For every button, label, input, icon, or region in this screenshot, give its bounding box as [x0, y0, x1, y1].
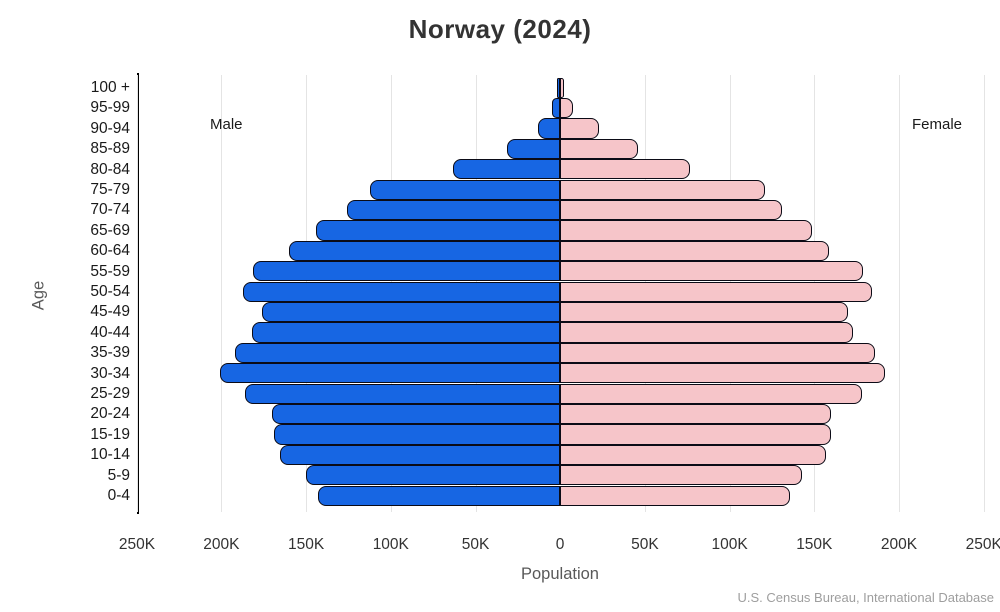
bar-female-50-54 [560, 281, 872, 302]
bar-female-0-4 [560, 485, 791, 506]
bar-male-75-79 [370, 179, 560, 200]
bar-male-90-94 [537, 118, 560, 139]
x-tick-label: 50K [461, 536, 490, 553]
age-tick-label: 20-24 [90, 405, 130, 423]
bar-female-70-74 [560, 199, 782, 221]
age-tick-label: 95-99 [90, 99, 130, 117]
x-tick-label: 200K [880, 536, 918, 553]
gridline [899, 75, 900, 512]
bar-male-10-14 [280, 444, 560, 466]
chart-title: Norway (2024) [408, 14, 592, 44]
bar-male-40-44 [251, 322, 560, 343]
x-tick-label: 200K [203, 536, 240, 553]
bar-female-40-44 [560, 322, 854, 343]
bar-female-5-9 [560, 465, 803, 486]
bar-female-85-89 [560, 138, 638, 160]
x-tick-label: 0 [555, 536, 565, 553]
x-axis-label: Population [521, 565, 599, 583]
age-tick-label: 65-69 [90, 221, 130, 239]
bar-female-15-19 [560, 424, 832, 445]
x-tick-label: 50K [631, 536, 659, 553]
bar-female-80-84 [560, 159, 691, 180]
age-tick-label: 85-89 [90, 140, 130, 158]
bar-male-45-49 [261, 301, 560, 323]
bar-male-35-39 [234, 342, 560, 364]
age-tick-label: 35-39 [90, 344, 130, 362]
bar-female-100+ [560, 77, 565, 98]
bar-female-65-69 [560, 220, 813, 241]
bar-male-65-69 [316, 220, 560, 241]
bar-female-25-29 [560, 383, 862, 404]
age-tick-label: 40-44 [90, 323, 130, 341]
bar-male-60-64 [288, 240, 560, 262]
bar-male-55-59 [253, 261, 560, 282]
age-tick-label: 90-94 [90, 119, 130, 137]
age-tick-label: 75-79 [90, 181, 130, 198]
gridline [221, 75, 223, 512]
bar-female-45-49 [560, 301, 848, 323]
bar-male-100+ [557, 77, 560, 98]
bar-female-10-14 [560, 444, 826, 466]
bar-male-30-34 [219, 363, 560, 384]
bar-male-5-9 [305, 465, 560, 486]
bar-male-15-19 [273, 424, 560, 445]
y-axis-label: Age [29, 280, 48, 311]
age-tick-label: 10-14 [90, 446, 130, 464]
bar-male-0-4 [317, 485, 560, 506]
bar-male-50-54 [243, 281, 560, 302]
x-tick-label: 100K [372, 536, 409, 553]
x-tick-label: 150K [287, 536, 325, 553]
x-tick-label: 250K [118, 536, 156, 553]
x-tick-label: 100K [711, 536, 748, 553]
age-tick-label: 50-54 [90, 283, 130, 300]
bar-female-55-59 [560, 261, 864, 282]
bar-female-20-24 [560, 403, 832, 425]
male-side-label: Male [210, 116, 243, 133]
age-tick-label: 80-84 [90, 160, 130, 178]
female-side-label: Female [912, 116, 963, 133]
age-tick-label: 5-9 [107, 466, 130, 484]
age-tick-label: 30-34 [90, 364, 130, 382]
bar-male-25-29 [244, 383, 560, 404]
age-tick-label: 25-29 [90, 385, 130, 402]
source-credit: U.S. Census Bureau, International Databa… [737, 590, 994, 605]
age-tick-label: 70-74 [90, 201, 130, 219]
x-tick-label: 250K [965, 536, 1000, 553]
age-tick-label: 45-49 [90, 303, 130, 321]
age-tick-label: 100 + [90, 79, 130, 96]
age-tick-label: 15-19 [90, 425, 130, 443]
gridline [983, 75, 985, 512]
bar-male-80-84 [453, 159, 560, 180]
bar-male-20-24 [272, 403, 560, 425]
age-tick-label: 55-59 [90, 262, 130, 280]
bar-female-30-34 [560, 363, 886, 384]
age-tick-label: 0-4 [107, 487, 130, 504]
bar-male-70-74 [346, 199, 560, 221]
y-axis-spine [137, 73, 139, 514]
bar-male-85-89 [507, 138, 560, 160]
age-tick-label: 60-64 [90, 242, 130, 260]
x-tick-label: 150K [796, 536, 833, 553]
bar-male-95-99 [552, 97, 560, 119]
gridline [137, 75, 138, 512]
bar-female-60-64 [560, 240, 830, 262]
bar-female-90-94 [560, 118, 599, 139]
bar-female-75-79 [560, 179, 765, 200]
bar-female-95-99 [560, 97, 573, 119]
bar-female-35-39 [560, 342, 876, 364]
